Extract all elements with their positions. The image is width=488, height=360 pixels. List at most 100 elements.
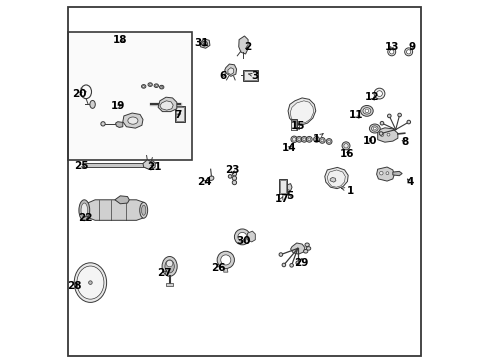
Ellipse shape <box>161 86 163 88</box>
Text: 13: 13 <box>384 42 399 52</box>
Polygon shape <box>199 39 209 48</box>
Ellipse shape <box>279 253 282 256</box>
Ellipse shape <box>297 138 300 141</box>
Ellipse shape <box>208 176 213 180</box>
Ellipse shape <box>88 281 92 284</box>
Ellipse shape <box>162 256 177 276</box>
Ellipse shape <box>149 84 151 85</box>
Polygon shape <box>166 283 173 286</box>
Ellipse shape <box>404 48 412 56</box>
Text: 17: 17 <box>274 194 289 204</box>
Ellipse shape <box>325 139 331 144</box>
Ellipse shape <box>81 203 87 217</box>
Polygon shape <box>377 128 397 142</box>
Ellipse shape <box>406 50 410 54</box>
Ellipse shape <box>320 139 323 142</box>
Polygon shape <box>326 170 345 187</box>
Ellipse shape <box>166 260 172 267</box>
Text: 28: 28 <box>67 281 81 291</box>
Polygon shape <box>227 68 233 75</box>
Ellipse shape <box>307 138 310 141</box>
Text: 4: 4 <box>406 177 413 187</box>
Bar <box>244 71 256 80</box>
Ellipse shape <box>141 205 145 215</box>
Bar <box>279 180 285 193</box>
Text: 2: 2 <box>244 42 251 52</box>
Text: 1: 1 <box>341 186 354 196</box>
Ellipse shape <box>397 113 401 117</box>
Polygon shape <box>144 160 155 170</box>
Ellipse shape <box>387 48 395 56</box>
Text: 24: 24 <box>197 177 212 187</box>
Bar <box>176 107 184 121</box>
Ellipse shape <box>305 243 309 247</box>
Bar <box>175 106 185 122</box>
Ellipse shape <box>319 138 325 143</box>
Text: 10: 10 <box>363 136 377 146</box>
Ellipse shape <box>292 138 295 141</box>
Polygon shape <box>84 200 143 220</box>
Ellipse shape <box>159 85 163 89</box>
Ellipse shape <box>371 126 377 131</box>
Polygon shape <box>376 167 393 181</box>
Ellipse shape <box>155 85 157 86</box>
Ellipse shape <box>140 202 147 218</box>
Ellipse shape <box>90 100 95 108</box>
Polygon shape <box>289 101 313 124</box>
Ellipse shape <box>302 138 305 141</box>
Ellipse shape <box>360 105 372 116</box>
Ellipse shape <box>148 83 152 86</box>
Ellipse shape <box>365 109 368 113</box>
Ellipse shape <box>142 85 144 87</box>
Polygon shape <box>158 97 177 112</box>
Ellipse shape <box>385 172 388 175</box>
Ellipse shape <box>379 121 383 125</box>
Ellipse shape <box>232 180 236 185</box>
Text: 1: 1 <box>312 134 323 144</box>
Text: 29: 29 <box>294 258 308 268</box>
Ellipse shape <box>303 249 307 253</box>
Bar <box>290 119 296 130</box>
Polygon shape <box>324 167 347 189</box>
Ellipse shape <box>306 247 310 250</box>
Ellipse shape <box>127 117 138 124</box>
Polygon shape <box>247 231 255 242</box>
Text: 6: 6 <box>219 71 226 81</box>
Ellipse shape <box>220 255 230 265</box>
Text: 3: 3 <box>248 71 258 81</box>
Ellipse shape <box>234 229 250 245</box>
Ellipse shape <box>295 261 299 265</box>
Text: 16: 16 <box>339 149 354 159</box>
Bar <box>68 32 192 160</box>
Polygon shape <box>115 196 129 204</box>
Polygon shape <box>238 36 247 54</box>
Polygon shape <box>160 101 173 110</box>
Ellipse shape <box>101 122 105 126</box>
Polygon shape <box>290 243 305 254</box>
Text: 22: 22 <box>78 213 92 223</box>
Polygon shape <box>392 171 401 176</box>
Ellipse shape <box>373 88 384 99</box>
Text: 26: 26 <box>211 263 225 273</box>
Ellipse shape <box>232 176 236 180</box>
Polygon shape <box>287 98 315 125</box>
Ellipse shape <box>379 132 382 135</box>
Ellipse shape <box>282 263 285 267</box>
Bar <box>279 179 286 194</box>
Text: 5: 5 <box>285 191 292 201</box>
Text: 15: 15 <box>290 121 305 131</box>
Ellipse shape <box>343 144 347 148</box>
Ellipse shape <box>406 120 410 124</box>
Ellipse shape <box>380 133 383 136</box>
Polygon shape <box>115 122 122 127</box>
Ellipse shape <box>362 108 370 114</box>
Bar <box>291 120 296 130</box>
Ellipse shape <box>386 133 389 136</box>
Ellipse shape <box>232 172 236 176</box>
Ellipse shape <box>79 200 89 221</box>
Polygon shape <box>142 160 152 169</box>
Ellipse shape <box>313 136 319 142</box>
Ellipse shape <box>217 251 234 269</box>
Ellipse shape <box>376 91 382 96</box>
Ellipse shape <box>314 138 317 141</box>
